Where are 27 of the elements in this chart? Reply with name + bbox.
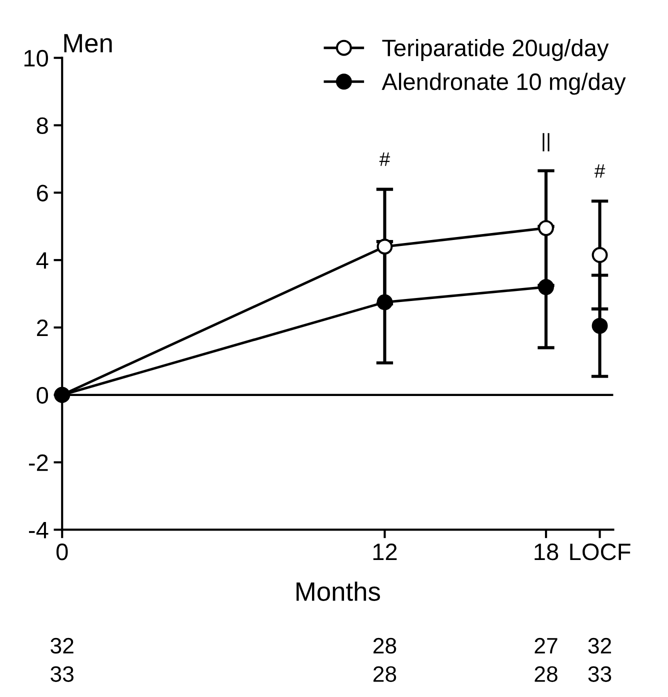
text: 28: [373, 666, 396, 682]
text: 33: [50, 666, 74, 682]
y-tick-label: 4: [36, 252, 48, 269]
y-tick-label: -2: [28, 454, 48, 471]
x-tick-label: 12: [373, 544, 397, 560]
text: 32: [588, 638, 612, 654]
y-tick-label: -4: [28, 522, 48, 538]
x-tick-label: 0: [56, 544, 68, 560]
text: 32: [50, 638, 74, 654]
annotation: ||: [542, 133, 550, 152]
legend-label: Teriparatide 20ug/day: [382, 38, 609, 61]
legend-label: Alendronate 10 mg/day: [382, 72, 626, 95]
y-tick-label: 0: [36, 386, 48, 404]
y-tick-label: 6: [37, 184, 48, 202]
x-axis-title: Months: [296, 582, 380, 601]
x-tick-label: LOCF: [570, 544, 630, 560]
annotation: #: [379, 152, 390, 166]
y-tick-label: 2: [36, 320, 48, 336]
text: 27: [534, 638, 558, 654]
y-tick-label: 10: [24, 50, 48, 67]
chart-title: Men: [64, 34, 112, 53]
text: 28: [534, 666, 558, 682]
y-tick-label: 8: [36, 117, 48, 134]
text: 28: [373, 638, 396, 654]
text: 33: [588, 666, 612, 682]
annotation: #: [594, 164, 606, 178]
x-tick-label: 18: [534, 544, 558, 560]
